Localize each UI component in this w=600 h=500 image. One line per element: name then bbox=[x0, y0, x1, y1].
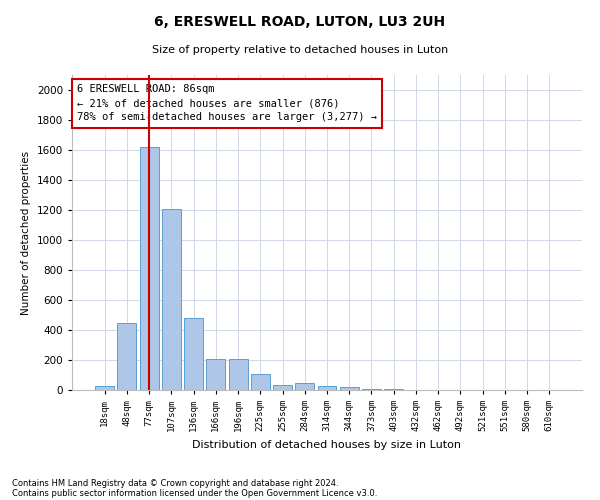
Bar bbox=[273, 385, 292, 390]
Bar bbox=[340, 387, 359, 390]
Bar bbox=[229, 358, 248, 390]
Bar bbox=[317, 386, 337, 390]
Text: Contains public sector information licensed under the Open Government Licence v3: Contains public sector information licen… bbox=[12, 488, 377, 498]
Bar bbox=[251, 374, 270, 390]
Bar bbox=[118, 322, 136, 390]
X-axis label: Distribution of detached houses by size in Luton: Distribution of detached houses by size … bbox=[193, 440, 461, 450]
Bar bbox=[362, 388, 381, 390]
Y-axis label: Number of detached properties: Number of detached properties bbox=[21, 150, 31, 314]
Text: Size of property relative to detached houses in Luton: Size of property relative to detached ho… bbox=[152, 45, 448, 55]
Bar bbox=[95, 386, 114, 390]
Text: Contains HM Land Registry data © Crown copyright and database right 2024.: Contains HM Land Registry data © Crown c… bbox=[12, 478, 338, 488]
Bar bbox=[184, 318, 203, 390]
Bar bbox=[140, 147, 158, 390]
Text: 6, ERESWELL ROAD, LUTON, LU3 2UH: 6, ERESWELL ROAD, LUTON, LU3 2UH bbox=[154, 15, 446, 29]
Bar bbox=[384, 389, 403, 390]
Bar bbox=[162, 208, 181, 390]
Bar bbox=[295, 382, 314, 390]
Text: 6 ERESWELL ROAD: 86sqm
← 21% of detached houses are smaller (876)
78% of semi-de: 6 ERESWELL ROAD: 86sqm ← 21% of detached… bbox=[77, 84, 377, 122]
Bar bbox=[206, 358, 225, 390]
